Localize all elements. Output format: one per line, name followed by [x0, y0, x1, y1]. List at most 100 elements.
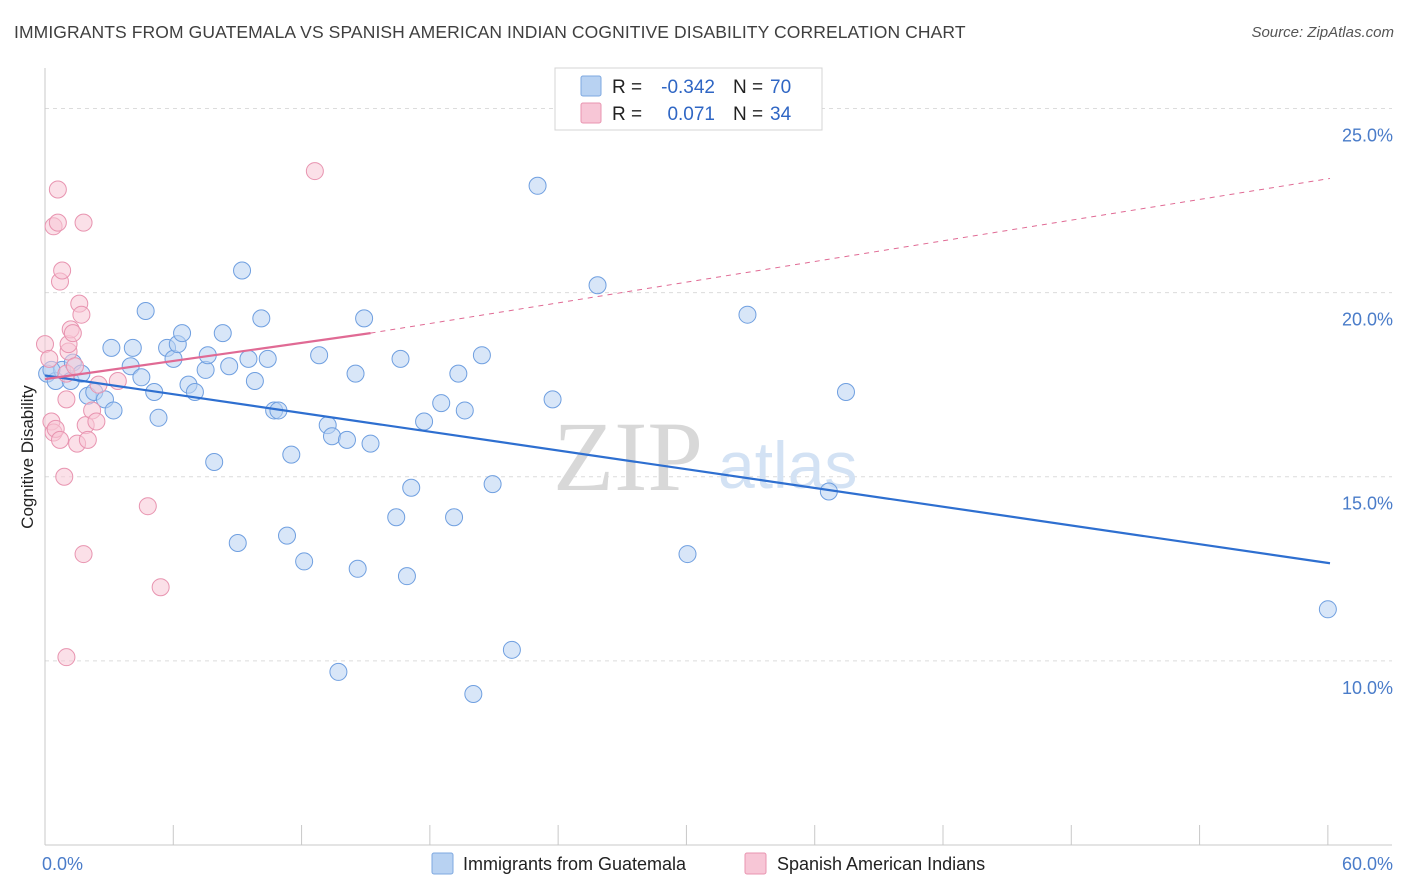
- point-guatemala: [361, 434, 380, 453]
- point-guatemala: [233, 261, 252, 280]
- legend-label-spanish-american-indians: Spanish American Indians: [777, 854, 985, 874]
- point-spanish-american-indians: [40, 349, 59, 368]
- point-guatemala: [295, 552, 314, 571]
- legend-swatch-guatemala: [431, 852, 454, 875]
- gridlines: [45, 107, 1392, 662]
- point-guatemala: [387, 508, 406, 527]
- x-tick-label: 0.0%: [42, 854, 83, 874]
- point-guatemala: [502, 640, 521, 659]
- x-tick-label: 60.0%: [1342, 854, 1393, 874]
- source-label[interactable]: Source: ZipAtlas.com: [1251, 24, 1394, 41]
- point-guatemala: [228, 534, 247, 553]
- point-guatemala: [252, 309, 271, 328]
- point-guatemala: [836, 383, 855, 402]
- point-spanish-american-indians: [48, 213, 67, 232]
- point-spanish-american-indians: [72, 305, 91, 324]
- legend-r-value: 0.071: [667, 104, 715, 125]
- point-spanish-american-indians: [74, 545, 93, 564]
- legend-n-label: N =: [733, 104, 763, 125]
- y-axis-label: Cognitive Disability: [18, 385, 37, 529]
- point-spanish-american-indians: [87, 412, 106, 431]
- legend-r-label: R =: [612, 77, 642, 98]
- point-guatemala: [322, 427, 341, 446]
- point-guatemala: [132, 368, 151, 387]
- series-legend: Immigrants from Guatemala Spanish Americ…: [431, 852, 985, 875]
- y-tick-label: 25.0%: [1342, 125, 1393, 145]
- point-guatemala: [220, 357, 239, 376]
- point-guatemala: [149, 408, 168, 427]
- point-guatemala: [245, 371, 264, 390]
- y-tick-labels: 10.0% 15.0% 20.0% 25.0%: [1342, 125, 1393, 697]
- point-guatemala: [239, 349, 258, 368]
- trend-lines: [44, 177, 1331, 565]
- point-guatemala: [346, 364, 365, 383]
- point-spanish-american-indians: [57, 390, 76, 409]
- point-guatemala: [678, 545, 697, 564]
- legend-n-label: N =: [733, 77, 763, 98]
- point-guatemala: [543, 390, 562, 409]
- legend-swatch-spanish-american-indians: [580, 102, 602, 124]
- point-guatemala: [136, 302, 155, 321]
- chart-title: IMMIGRANTS FROM GUATEMALA VS SPANISH AME…: [14, 22, 966, 42]
- point-guatemala: [455, 401, 474, 420]
- point-guatemala: [391, 349, 410, 368]
- point-guatemala: [355, 309, 374, 328]
- point-spanish-american-indians: [138, 497, 157, 516]
- point-spanish-american-indians: [53, 261, 72, 280]
- watermark-zip: ZIP: [553, 401, 703, 512]
- point-guatemala: [528, 176, 547, 195]
- point-spanish-american-indians: [78, 430, 97, 449]
- point-guatemala: [445, 508, 464, 527]
- point-spanish-american-indians: [50, 430, 69, 449]
- point-guatemala: [123, 338, 142, 357]
- y-tick-label: 10.0%: [1342, 678, 1393, 698]
- point-guatemala: [337, 430, 356, 449]
- axes: [44, 68, 1392, 846]
- point-guatemala: [310, 346, 329, 365]
- legend-n-value: 70: [770, 77, 791, 98]
- point-guatemala: [449, 364, 468, 383]
- point-guatemala: [738, 305, 757, 324]
- point-guatemala: [464, 685, 483, 704]
- y-tick-label: 20.0%: [1342, 310, 1393, 330]
- point-spanish-american-indians: [74, 213, 93, 232]
- legend-swatch-guatemala: [580, 75, 602, 97]
- point-guatemala: [1318, 600, 1337, 619]
- point-guatemala: [415, 412, 434, 431]
- trend-line-guatemala: [44, 374, 1331, 565]
- point-guatemala: [432, 394, 451, 413]
- data-points: [36, 162, 1337, 704]
- x-tick-labels: 0.0% 60.0%: [42, 854, 1393, 874]
- point-guatemala: [102, 338, 121, 357]
- legend-r-value: -0.342: [661, 77, 715, 98]
- point-guatemala: [402, 478, 421, 497]
- point-guatemala: [483, 475, 502, 494]
- point-spanish-american-indians: [151, 578, 170, 597]
- point-guatemala: [196, 360, 215, 379]
- point-guatemala: [397, 567, 416, 586]
- legend-label-guatemala: Immigrants from Guatemala: [463, 854, 687, 874]
- point-guatemala: [588, 276, 607, 295]
- point-guatemala: [205, 453, 224, 471]
- legend-r-label: R =: [612, 104, 642, 125]
- y-tick-label: 15.0%: [1342, 494, 1393, 514]
- point-spanish-american-indians: [65, 357, 84, 376]
- point-guatemala: [258, 349, 277, 368]
- trend-line-spanish-american-indians: [44, 332, 371, 381]
- point-spanish-american-indians: [57, 648, 76, 667]
- point-guatemala: [348, 559, 367, 578]
- point-guatemala: [329, 662, 348, 681]
- point-spanish-american-indians: [55, 467, 74, 486]
- point-spanish-american-indians: [63, 324, 82, 343]
- point-guatemala: [213, 324, 232, 343]
- point-guatemala: [282, 445, 301, 464]
- point-guatemala: [104, 401, 123, 420]
- point-guatemala: [472, 346, 491, 365]
- trend-line-extension: [370, 177, 1331, 334]
- point-guatemala: [173, 324, 192, 343]
- legend-swatch-spanish-american-indians: [744, 852, 767, 875]
- point-spanish-american-indians: [305, 162, 324, 181]
- point-spanish-american-indians: [48, 180, 67, 199]
- point-guatemala: [278, 526, 297, 545]
